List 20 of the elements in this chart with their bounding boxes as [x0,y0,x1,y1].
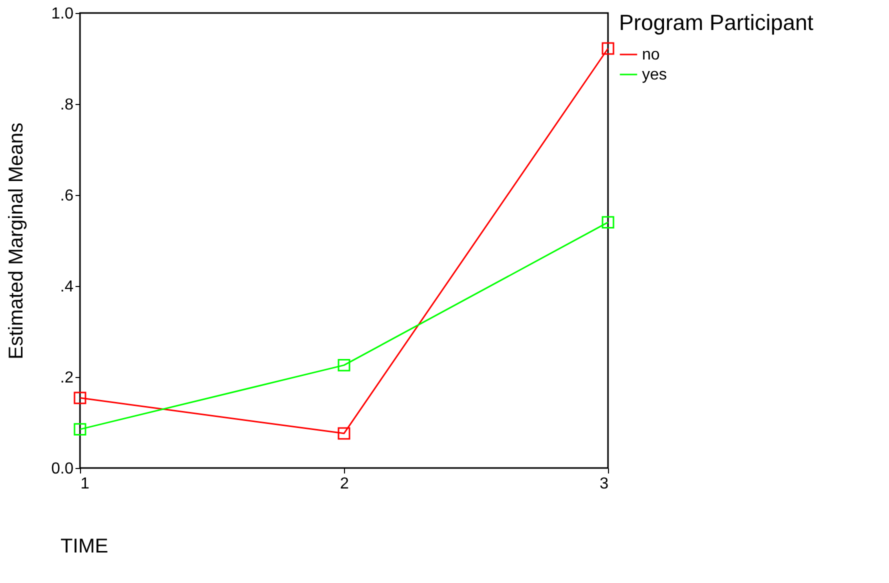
x-tick-label: 2 [340,476,350,492]
point [602,216,614,229]
legend-title: Program Participant [619,10,814,35]
legend-label: no [642,46,660,64]
y-axis-title: Estimated Marginal Means [5,122,28,360]
x-axis-title: TIME [60,536,108,558]
point [74,423,86,436]
y-tick-label: 0.0 [51,460,74,478]
x-tick-label: 1 [80,476,90,492]
y-tick-label: .6 [60,188,74,204]
y-tick-label: .4 [60,278,74,296]
point [602,42,614,55]
point [338,427,350,440]
y-tick-label: 1.0 [51,6,74,22]
point [74,392,86,404]
y-tick-label: .8 [60,96,74,114]
x-tick-label: 3 [600,476,609,492]
y-tick-label: .2 [60,370,74,386]
legend-label: yes [642,66,667,84]
point [338,358,350,372]
